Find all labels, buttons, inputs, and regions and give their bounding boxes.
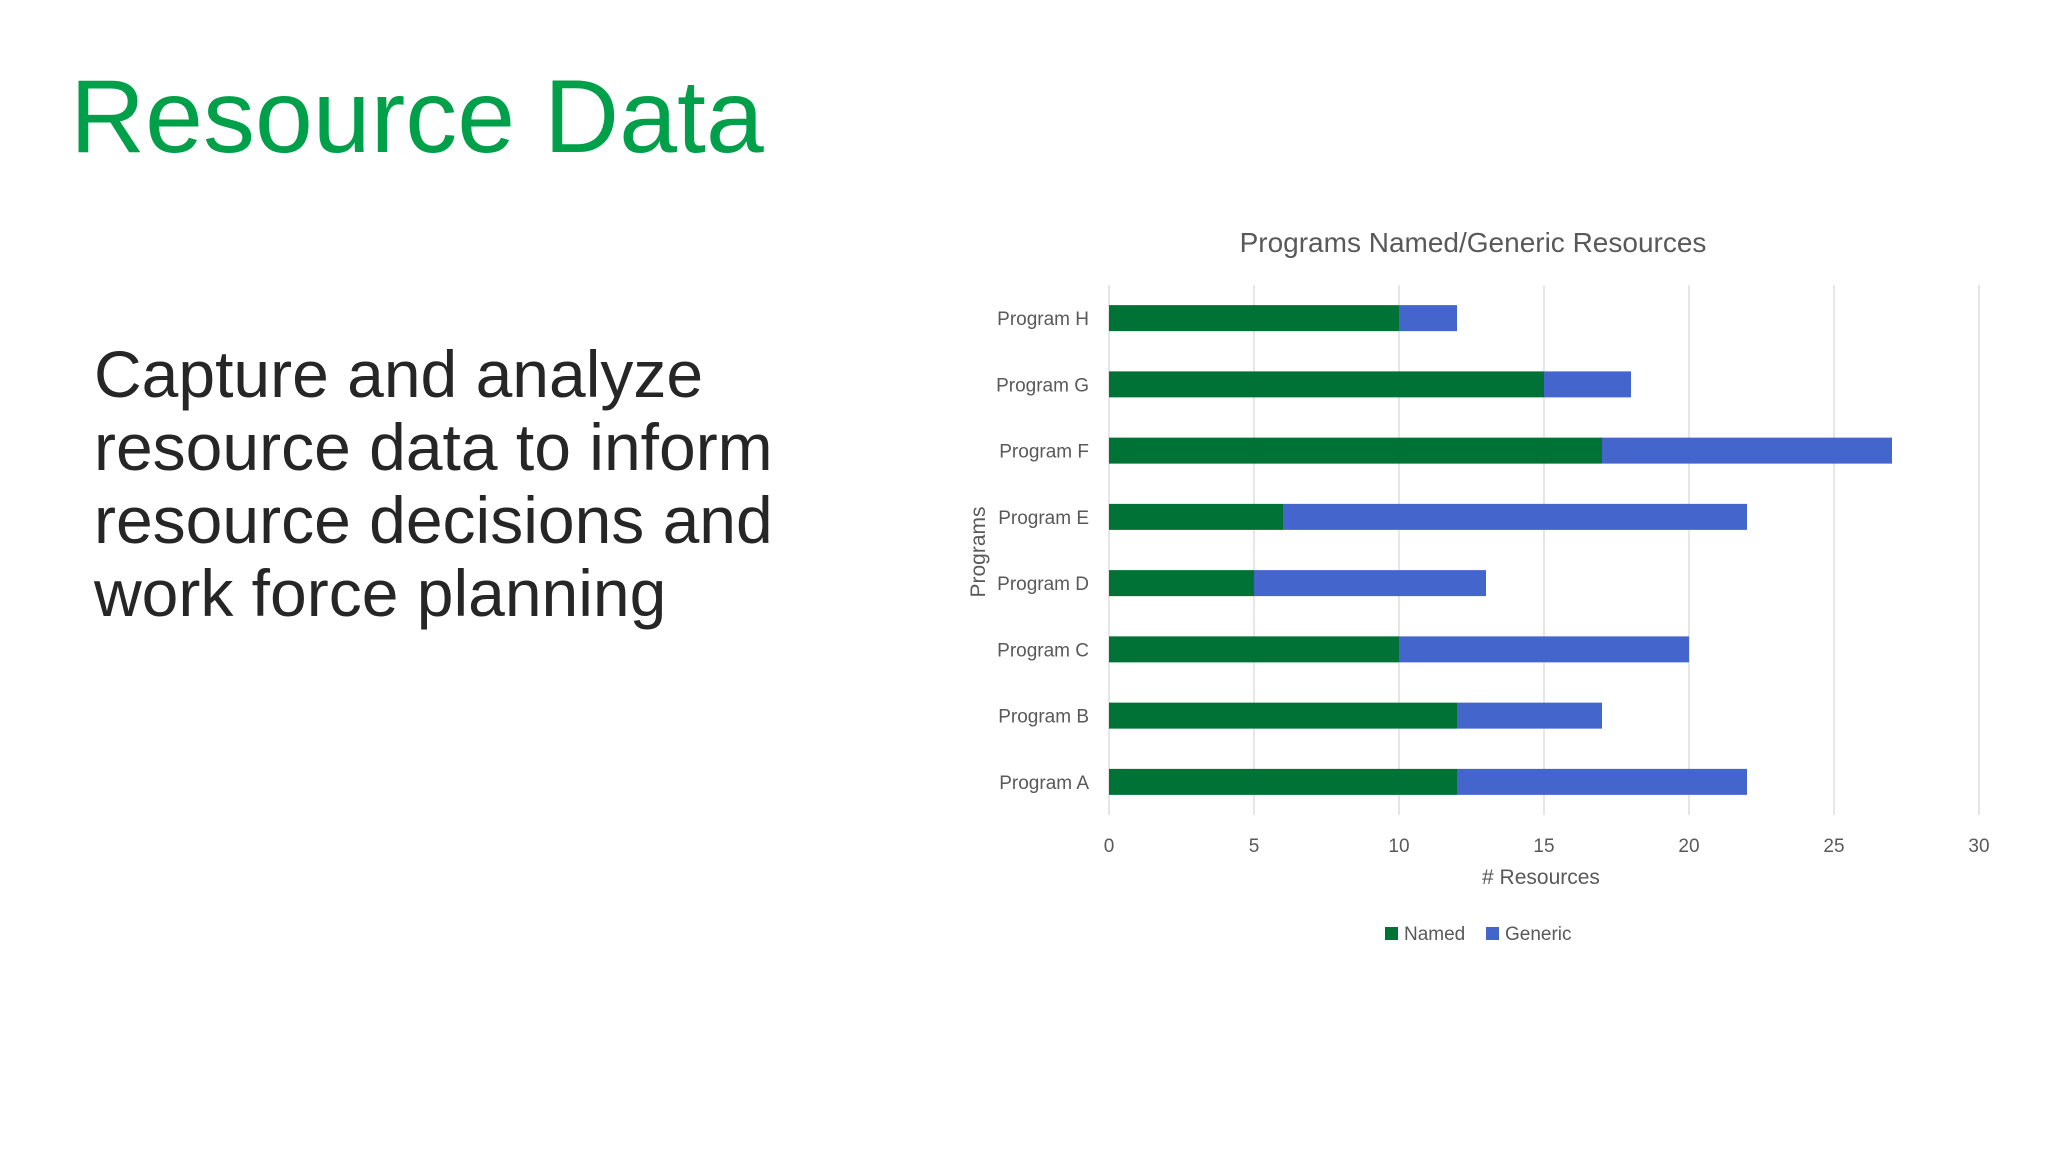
y-category-label-program-h: Program H bbox=[997, 309, 1089, 330]
y-category-label-program-g: Program G bbox=[996, 375, 1089, 396]
x-axis-title: # Resources bbox=[1482, 866, 1600, 889]
slide-title: Resource Data bbox=[70, 59, 764, 175]
y-category-label-program-c: Program C bbox=[997, 640, 1089, 661]
x-tick-label-20: 20 bbox=[1678, 836, 1699, 857]
x-tick-label-10: 10 bbox=[1388, 836, 1409, 857]
legend-label-named: Named bbox=[1404, 924, 1465, 945]
x-tick-label-30: 30 bbox=[1968, 836, 1989, 857]
bar-generic-program-b bbox=[1457, 702, 1602, 729]
bar-named-program-g bbox=[1109, 371, 1544, 398]
y-category-label-program-f: Program F bbox=[999, 442, 1089, 463]
y-category-label-program-d: Program D bbox=[997, 574, 1089, 595]
x-tick-label-25: 25 bbox=[1823, 836, 1844, 857]
y-axis-labels: Program A Program B Program C Program D Prog… bbox=[996, 309, 1089, 794]
legend-label-generic: Generic bbox=[1505, 924, 1572, 945]
body-line-4: work force planning bbox=[94, 556, 667, 630]
bar-generic-program-g bbox=[1544, 371, 1631, 398]
chart-title: Programs Named/Generic Resources bbox=[1240, 227, 1707, 258]
bar-named-program-b bbox=[1109, 702, 1457, 729]
body-line-3: resource decisions and bbox=[94, 483, 773, 557]
x-tick-label-0: 0 bbox=[1104, 836, 1115, 857]
chart-legend: Named Generic bbox=[1385, 924, 1572, 945]
chart-gridlines bbox=[1108, 285, 1980, 815]
legend-swatch-generic bbox=[1486, 927, 1499, 940]
bar-generic-program-a bbox=[1457, 768, 1747, 795]
body-line-1: Capture and analyze bbox=[94, 337, 704, 411]
bar-named-program-d bbox=[1109, 570, 1254, 597]
chart-bars bbox=[1109, 305, 1892, 795]
bar-generic-program-c bbox=[1399, 636, 1689, 663]
bar-named-program-c bbox=[1109, 636, 1399, 663]
bar-named-program-h bbox=[1109, 305, 1399, 332]
legend-swatch-named bbox=[1385, 927, 1398, 940]
y-category-label-program-a: Program A bbox=[999, 773, 1089, 794]
x-axis-ticks: 0 5 10 15 20 25 30 bbox=[1104, 836, 1990, 857]
slide-body-text: Capture and analyze resource data to inf… bbox=[94, 338, 834, 630]
bar-generic-program-e bbox=[1283, 503, 1747, 530]
body-line-2: resource data to inform bbox=[94, 410, 773, 484]
bar-named-program-e bbox=[1109, 503, 1283, 530]
bar-generic-program-h bbox=[1399, 305, 1457, 332]
bar-generic-program-f bbox=[1602, 437, 1892, 464]
y-category-label-program-e: Program E bbox=[998, 508, 1089, 529]
y-axis-title: Programs bbox=[967, 506, 990, 597]
y-category-label-program-b: Program B bbox=[998, 707, 1089, 728]
x-tick-label-5: 5 bbox=[1249, 836, 1260, 857]
x-tick-label-15: 15 bbox=[1533, 836, 1554, 857]
bar-generic-program-d bbox=[1254, 570, 1486, 597]
bar-named-program-a bbox=[1109, 768, 1457, 795]
bar-named-program-f bbox=[1109, 437, 1602, 464]
